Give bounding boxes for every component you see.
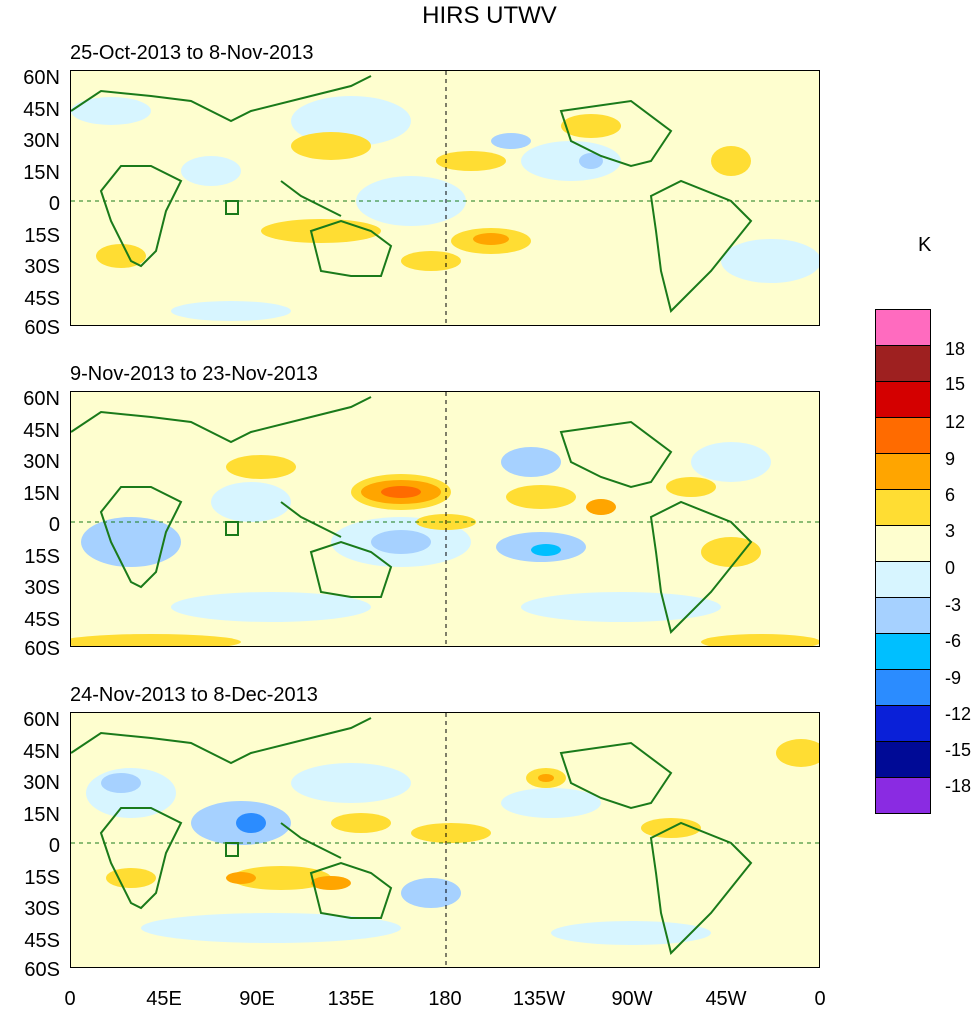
colorbar-label: -3 <box>945 595 962 615</box>
colorbar-label: -15 <box>945 740 972 760</box>
lon-label: 135W <box>512 988 566 1010</box>
colorbar-swatch <box>875 669 931 706</box>
panel-3-field <box>71 713 819 967</box>
lat-label: 60S <box>24 959 60 981</box>
lon-label: 45E <box>146 988 182 1010</box>
lat-label: 15N <box>23 804 60 826</box>
colorbar-label: 6 <box>945 485 956 505</box>
lon-label: 45W <box>705 988 747 1010</box>
colorbar-swatch <box>875 705 931 742</box>
panel-1-title: 25-Oct-2013 to 8-Nov-2013 <box>70 42 314 64</box>
colorbar-swatch <box>875 633 931 670</box>
lat-label: 45N <box>23 741 60 763</box>
lat-label: 60N <box>23 709 60 731</box>
lat-label: 60S <box>24 317 60 339</box>
colorbar-label: 12 <box>945 412 966 432</box>
colorbar <box>875 309 931 814</box>
colorbar-swatch <box>875 453 931 490</box>
panel-2-title: 9-Nov-2013 to 23-Nov-2013 <box>70 363 318 385</box>
lat-label: 15N <box>23 162 60 184</box>
colorbar-swatch <box>875 417 931 454</box>
lat-label: 30N <box>23 772 60 794</box>
lon-label: 90E <box>239 988 275 1010</box>
colorbar-label: 15 <box>945 374 966 394</box>
colorbar-label: -9 <box>945 668 962 688</box>
lat-label: 0 <box>48 835 60 857</box>
colorbar-label: -18 <box>945 776 972 796</box>
colorbar-label: 18 <box>945 339 966 359</box>
lon-label: 180 <box>428 988 462 1010</box>
panel-1-map <box>70 70 820 326</box>
colorbar-swatch <box>875 345 931 382</box>
panel-1-field <box>71 71 819 325</box>
colorbar-swatch <box>875 309 931 346</box>
lat-label: 15S <box>24 225 60 247</box>
colorbar-unit: K <box>918 234 932 256</box>
panel-2-field <box>71 392 819 646</box>
colorbar-swatch <box>875 741 931 778</box>
colorbar-swatch <box>875 597 931 634</box>
colorbar-swatch <box>875 777 931 814</box>
colorbar-swatch <box>875 525 931 562</box>
panel-3-title: 24-Nov-2013 to 8-Dec-2013 <box>70 684 318 706</box>
lat-label: 60N <box>23 67 60 89</box>
lon-label: 90W <box>611 988 653 1010</box>
lat-label: 45N <box>23 99 60 121</box>
panel-3-map <box>70 712 820 968</box>
colorbar-label: 3 <box>945 521 956 541</box>
colorbar-label: -12 <box>945 704 972 724</box>
lon-label: 135E <box>327 988 375 1010</box>
lat-label: 15S <box>24 546 60 568</box>
colorbar-swatch <box>875 561 931 598</box>
lat-label: 0 <box>48 193 60 215</box>
lat-label: 0 <box>48 514 60 536</box>
lat-label: 15N <box>23 483 60 505</box>
colorbar-label: 9 <box>945 449 956 469</box>
lat-label: 30S <box>24 577 60 599</box>
lat-label: 60S <box>24 638 60 660</box>
lat-label: 30S <box>24 898 60 920</box>
panel-2-map <box>70 391 820 647</box>
lon-label: 0 <box>814 988 826 1010</box>
lat-label: 45S <box>24 288 60 310</box>
lat-label: 30N <box>23 130 60 152</box>
lat-label: 45S <box>24 609 60 631</box>
lat-label: 60N <box>23 388 60 410</box>
lat-label: 15S <box>24 867 60 889</box>
colorbar-label: 0 <box>945 558 956 578</box>
figure-title: HIRS UTWV <box>422 2 557 29</box>
colorbar-swatch <box>875 381 931 418</box>
colorbar-label: -6 <box>945 631 962 651</box>
colorbar-swatch <box>875 489 931 526</box>
lat-label: 45N <box>23 420 60 442</box>
lat-label: 45S <box>24 930 60 952</box>
lat-label: 30S <box>24 256 60 278</box>
lat-label: 30N <box>23 451 60 473</box>
lon-label: 0 <box>64 988 76 1010</box>
